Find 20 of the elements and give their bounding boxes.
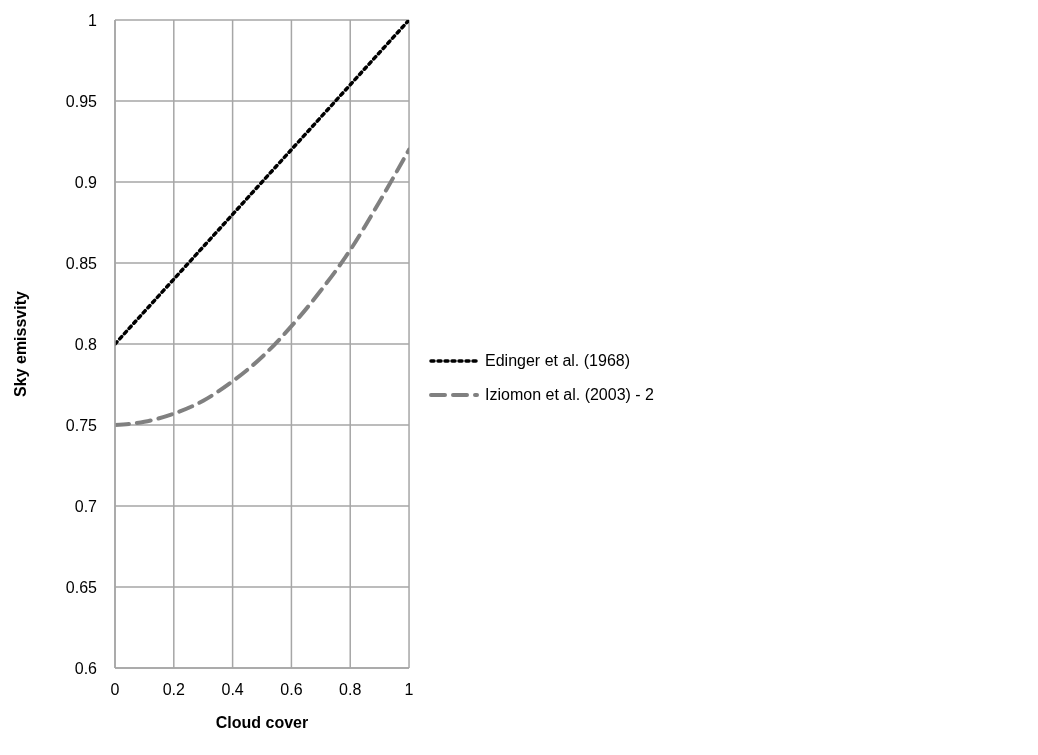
y-tick-label: 0.75 bbox=[65, 416, 98, 434]
y-tick-label: 0.85 bbox=[65, 254, 98, 272]
x-axis-title: Cloud cover bbox=[215, 714, 309, 731]
x-tick-label: 0 bbox=[110, 681, 120, 699]
y-tick-label: 1 bbox=[88, 11, 98, 29]
legend-label: Edinger et al. (1968) bbox=[485, 352, 631, 370]
x-tick-label: 0.6 bbox=[280, 681, 303, 699]
x-tick-label: 0.2 bbox=[162, 681, 186, 699]
legend-label: Iziomon et al. (2003) - 2 bbox=[485, 386, 654, 404]
y-tick-label: 0.95 bbox=[65, 92, 98, 110]
y-axis-title: Sky emissvity bbox=[11, 290, 29, 397]
x-tick-label: 0.8 bbox=[339, 681, 362, 699]
y-tick-label: 0.65 bbox=[65, 578, 98, 596]
y-tick-label: 0.8 bbox=[74, 335, 98, 353]
y-tick-label: 0.7 bbox=[74, 497, 98, 515]
line-series bbox=[115, 147, 410, 427]
x-tick-label: 1 bbox=[404, 681, 414, 699]
y-tick-label: 0.9 bbox=[74, 173, 98, 191]
y-tick-label: 0.6 bbox=[74, 659, 98, 677]
x-tick-label: 0.4 bbox=[221, 681, 244, 699]
